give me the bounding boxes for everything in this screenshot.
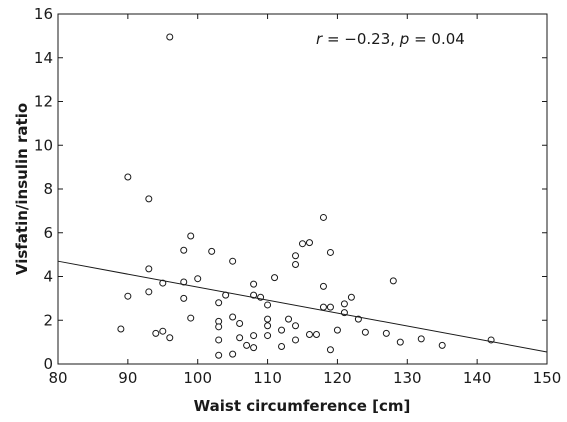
y-tick-label: 4 <box>43 268 53 286</box>
data-point <box>264 332 272 340</box>
points-layer <box>117 33 495 359</box>
y-tick-label: 0 <box>43 355 53 373</box>
data-point <box>117 325 125 333</box>
data-point <box>389 277 397 285</box>
data-point <box>215 299 223 307</box>
data-point <box>124 173 132 181</box>
data-point <box>166 33 174 41</box>
data-point <box>215 336 223 344</box>
y-tick-label: 12 <box>34 93 53 111</box>
data-point <box>264 315 272 323</box>
x-tick-label: 150 <box>533 369 562 387</box>
data-point <box>361 328 369 336</box>
y-axis-title: Visfatin/insulin ratio <box>13 103 31 275</box>
data-point <box>236 334 244 342</box>
data-point <box>229 313 237 321</box>
ticks-layer: 80 90 100 110 120 130 140 150 0 2 4 6 8 10 12 14 16 <box>34 5 561 387</box>
data-point <box>166 334 174 342</box>
x-tick-label: 100 <box>183 369 212 387</box>
data-point <box>145 288 153 296</box>
data-point <box>326 346 334 354</box>
data-point <box>326 303 334 311</box>
data-point <box>305 239 313 247</box>
y-tick-label: 6 <box>43 224 53 242</box>
data-point <box>319 282 327 290</box>
data-point <box>305 330 313 338</box>
y-tick-label: 10 <box>34 136 53 154</box>
data-point <box>229 350 237 358</box>
x-tick-label: 130 <box>393 369 422 387</box>
correlation-annotation: r = −0.23, p = 0.04 <box>316 30 465 48</box>
data-point <box>250 291 258 299</box>
x-tick-label: 140 <box>463 369 492 387</box>
data-point <box>215 323 223 331</box>
x-tick-label: 120 <box>323 369 352 387</box>
data-point <box>347 293 355 301</box>
data-point <box>438 341 446 349</box>
data-point <box>187 314 195 322</box>
p-symbol: p <box>399 30 410 48</box>
r-symbol: r <box>316 30 323 48</box>
data-point <box>250 280 258 288</box>
data-point <box>299 240 306 248</box>
data-point <box>292 252 300 260</box>
data-point <box>180 246 188 254</box>
data-point <box>152 329 160 337</box>
data-point <box>124 292 132 300</box>
data-point <box>333 326 341 334</box>
data-point <box>145 265 153 273</box>
data-point <box>159 279 167 287</box>
regression-line <box>57 260 548 353</box>
data-point <box>396 338 404 346</box>
data-point <box>319 303 327 311</box>
data-point <box>292 322 300 330</box>
data-point <box>312 330 320 338</box>
x-tick-label: 80 <box>48 369 67 387</box>
y-tick-label: 14 <box>34 49 53 67</box>
data-point <box>285 315 293 323</box>
data-point <box>278 343 286 350</box>
data-point <box>292 336 300 344</box>
data-point <box>319 213 327 221</box>
data-point <box>194 275 202 283</box>
data-point <box>264 301 272 309</box>
data-point <box>292 260 300 268</box>
data-point <box>278 326 286 334</box>
data-point <box>159 327 167 335</box>
data-point <box>250 332 258 340</box>
plot-frame <box>57 13 548 365</box>
data-point <box>145 195 153 203</box>
data-point <box>208 247 216 255</box>
data-point <box>271 274 279 282</box>
x-tick-label: 90 <box>118 369 137 387</box>
p-value: = 0.04 <box>409 30 465 48</box>
data-point <box>243 341 251 349</box>
data-point <box>382 329 390 337</box>
data-point <box>250 344 258 352</box>
data-point <box>229 257 237 265</box>
data-point <box>187 232 195 240</box>
data-point <box>417 335 425 343</box>
data-point <box>340 300 348 308</box>
data-point <box>180 294 188 302</box>
x-tick-label: 110 <box>253 369 282 387</box>
data-point <box>215 351 223 359</box>
data-point <box>236 320 244 328</box>
y-tick-label: 16 <box>34 5 53 23</box>
x-axis-title: Waist circumference [cm] <box>194 397 411 415</box>
y-tick-label: 8 <box>43 180 53 198</box>
data-point <box>326 248 334 256</box>
y-tick-label: 2 <box>43 311 53 329</box>
data-point <box>264 322 272 330</box>
r-value: = −0.23, <box>322 30 400 48</box>
